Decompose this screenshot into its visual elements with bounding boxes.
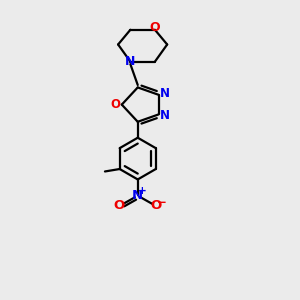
Text: N: N bbox=[125, 55, 135, 68]
Text: N: N bbox=[160, 109, 170, 122]
Text: O: O bbox=[150, 21, 160, 34]
Text: N: N bbox=[132, 189, 143, 202]
Text: O: O bbox=[151, 199, 162, 212]
Text: O: O bbox=[114, 199, 125, 212]
Text: N: N bbox=[160, 87, 170, 100]
Text: +: + bbox=[138, 186, 146, 196]
Text: O: O bbox=[111, 98, 121, 111]
Text: −: − bbox=[157, 196, 166, 209]
